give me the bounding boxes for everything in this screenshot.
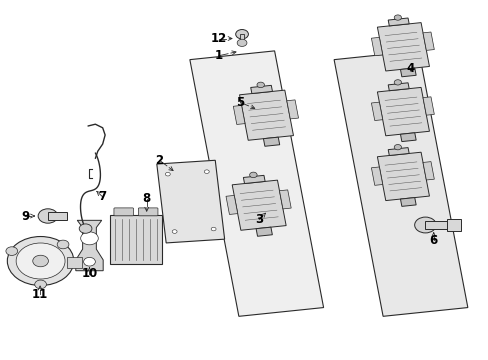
Polygon shape: [232, 180, 285, 230]
Polygon shape: [400, 198, 415, 206]
Circle shape: [204, 170, 209, 174]
Circle shape: [211, 227, 216, 231]
Text: 5: 5: [236, 96, 244, 109]
Polygon shape: [425, 221, 449, 229]
Text: 1: 1: [214, 49, 222, 62]
Polygon shape: [400, 133, 415, 141]
Circle shape: [237, 39, 246, 46]
Circle shape: [81, 232, 98, 245]
Polygon shape: [377, 152, 428, 201]
Polygon shape: [256, 227, 272, 236]
Polygon shape: [225, 195, 237, 215]
Polygon shape: [333, 51, 467, 316]
Polygon shape: [243, 175, 264, 184]
Polygon shape: [371, 167, 382, 185]
Polygon shape: [387, 18, 408, 26]
Polygon shape: [400, 68, 415, 77]
FancyBboxPatch shape: [239, 34, 244, 43]
Circle shape: [172, 230, 177, 233]
Circle shape: [393, 15, 401, 20]
Text: 8: 8: [142, 192, 150, 205]
Polygon shape: [377, 23, 428, 71]
Polygon shape: [422, 162, 433, 180]
Circle shape: [38, 209, 58, 223]
Text: 3: 3: [255, 213, 263, 226]
Circle shape: [6, 247, 18, 256]
Circle shape: [79, 224, 92, 233]
Polygon shape: [67, 257, 82, 268]
Text: 7: 7: [99, 190, 106, 203]
FancyBboxPatch shape: [114, 208, 133, 216]
Polygon shape: [157, 160, 224, 243]
Circle shape: [7, 237, 74, 285]
Polygon shape: [286, 100, 298, 119]
Polygon shape: [76, 220, 103, 271]
Text: 12: 12: [210, 32, 226, 45]
Polygon shape: [239, 90, 293, 140]
Polygon shape: [279, 190, 290, 209]
Circle shape: [393, 80, 401, 85]
Text: 2: 2: [155, 154, 163, 167]
Circle shape: [16, 243, 65, 279]
Polygon shape: [387, 148, 408, 156]
Circle shape: [414, 217, 435, 233]
Circle shape: [235, 30, 248, 39]
Circle shape: [393, 144, 401, 150]
Circle shape: [249, 172, 257, 177]
Circle shape: [57, 240, 69, 249]
Circle shape: [257, 82, 264, 87]
Polygon shape: [422, 97, 433, 115]
Polygon shape: [189, 51, 323, 316]
Polygon shape: [371, 37, 382, 56]
FancyBboxPatch shape: [138, 208, 158, 216]
Text: 11: 11: [32, 288, 48, 301]
Polygon shape: [422, 32, 433, 50]
Polygon shape: [48, 212, 67, 220]
Circle shape: [165, 172, 170, 176]
Polygon shape: [387, 83, 408, 91]
Circle shape: [83, 257, 95, 266]
Circle shape: [35, 280, 46, 289]
Text: 6: 6: [429, 234, 437, 247]
Text: 9: 9: [21, 210, 29, 222]
Polygon shape: [377, 87, 428, 136]
Polygon shape: [250, 85, 272, 94]
Text: 10: 10: [81, 267, 98, 280]
Polygon shape: [447, 219, 460, 231]
Circle shape: [33, 255, 48, 267]
Text: 4: 4: [406, 62, 414, 75]
Polygon shape: [233, 105, 244, 125]
Polygon shape: [371, 102, 382, 121]
Polygon shape: [263, 137, 279, 146]
Polygon shape: [110, 215, 161, 264]
